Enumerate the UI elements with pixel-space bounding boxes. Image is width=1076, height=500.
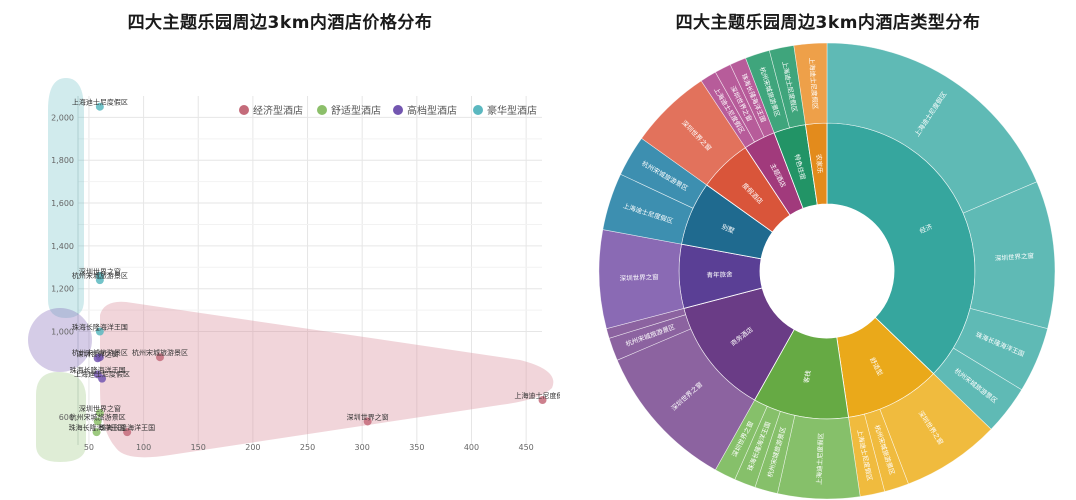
data-point[interactable] (95, 408, 104, 417)
point-label: 珠海长隆海洋王国 (69, 423, 125, 432)
legend-label: 高档型酒店 (407, 104, 457, 117)
legend-label: 经济型酒店 (253, 104, 303, 117)
svg-text:2,000: 2,000 (51, 113, 74, 122)
upscale-cluster (28, 308, 92, 372)
point-label: 上海迪士尼度假区 (74, 370, 130, 379)
point-label: 杭州宋城旅游景区 (70, 412, 126, 421)
point-label: 珠海长隆海洋王国 (72, 323, 128, 332)
point-label: 深圳世界之窗 (77, 349, 119, 358)
svg-text:1,200: 1,200 (51, 285, 74, 294)
data-point[interactable] (93, 417, 102, 426)
scatter-chart-title: 四大主题乐园周边3km内酒店价格分布 (127, 13, 433, 33)
point-label: 深圳世界之窗 (79, 267, 121, 276)
svg-text:150: 150 (191, 443, 206, 452)
scatter-plot-area: 50 100 150 200 250 300 350 400 450 1,000 1,200 1,40… (28, 78, 560, 462)
data-point[interactable] (155, 353, 164, 362)
point-label: 杭州宋城旅游景区 (72, 271, 128, 280)
data-point[interactable] (95, 327, 104, 336)
svg-text:450: 450 (518, 443, 533, 452)
svg-text:1,600: 1,600 (51, 199, 74, 208)
data-points: 上海迪士尼度假区深圳世界之窗杭州宋城旅游景区珠海长隆海洋王国杭州宋城旅游景区深圳… (69, 98, 560, 437)
svg-text:400: 400 (464, 443, 479, 452)
sunburst-chart-title: 四大主题乐园周边3km内酒店类型分布 (675, 13, 981, 33)
svg-text:100: 100 (136, 443, 151, 452)
svg-text:50: 50 (84, 443, 94, 452)
segment-label: 上海迪士尼度假区 (814, 432, 825, 485)
outer-ring: 上海迪士尼度假区深圳世界之窗珠海长隆海洋王国杭州宋城旅游景区深圳世界之窗杭州宋城… (598, 42, 1056, 500)
segment-label: 上海迪士尼度假区 (807, 57, 820, 110)
legend-label: 豪华型酒店 (487, 104, 537, 117)
comfort-cluster (36, 372, 86, 462)
data-point[interactable] (92, 428, 101, 437)
svg-text:1,800: 1,800 (51, 156, 74, 165)
segment-label: 农家乐 (814, 154, 824, 175)
economy-cluster (100, 301, 554, 458)
legend-marker[interactable] (393, 105, 403, 115)
svg-text:300: 300 (355, 443, 370, 452)
legend-marker[interactable] (317, 105, 327, 115)
axis-ticks: 50 100 150 200 250 300 350 400 450 1,000 1,200 1,40… (51, 113, 534, 452)
cluster-shapes (28, 78, 554, 462)
segment-label: 深圳世界之窗 (995, 251, 1035, 263)
legend: 经济型酒店 舒适型酒店 高档型酒店 豪华型酒店 (239, 104, 537, 117)
data-point[interactable] (95, 276, 104, 285)
point-label: 珠海长隆海洋王国 (70, 365, 126, 374)
legend-label: 舒适型酒店 (331, 104, 381, 117)
svg-text:600: 600 (59, 413, 74, 422)
svg-text:1,400: 1,400 (51, 242, 74, 251)
luxury-cluster (48, 78, 84, 318)
svg-text:200: 200 (245, 443, 260, 452)
legend-marker[interactable] (473, 105, 483, 115)
segment-label: 深圳世界之窗 (619, 272, 658, 282)
data-point[interactable] (95, 102, 104, 111)
data-point[interactable] (93, 354, 102, 363)
data-point[interactable] (98, 374, 107, 383)
data-point[interactable] (538, 396, 547, 405)
point-label: 上海迪士尼度假区 (72, 98, 128, 107)
svg-text:250: 250 (300, 443, 315, 452)
type-sunburst-chart: 四大主题乐园周边3km内酒店类型分布 经济 舒适型 客栈 商务酒店 青年旅舍 别墅 度假酒店… (580, 0, 1076, 500)
point-label: 杭州宋城旅游景区 (72, 348, 128, 357)
grid (77, 96, 542, 445)
point-label: 深圳世界之窗 (79, 404, 121, 413)
point-label: 深圳世界之窗 (347, 412, 389, 421)
data-point[interactable] (123, 428, 132, 437)
price-scatter-chart: 四大主题乐园周边3km内酒店价格分布 50 100 150 200 250 300 350 4… (28, 13, 560, 462)
point-label: 珠海长隆海洋王国 (99, 423, 155, 432)
segment-label: 青年旅舍 (706, 269, 733, 279)
outer-segment[interactable] (793, 42, 828, 125)
point-label: 杭州宋城旅游景区 (132, 348, 188, 357)
legend-marker[interactable] (239, 105, 249, 115)
svg-text:350: 350 (409, 443, 424, 452)
point-label: 上海迪士尼度假区 (515, 391, 560, 400)
data-point[interactable] (363, 417, 372, 426)
svg-text:1,000: 1,000 (51, 328, 74, 337)
segment-label: 客栈 (801, 369, 812, 384)
